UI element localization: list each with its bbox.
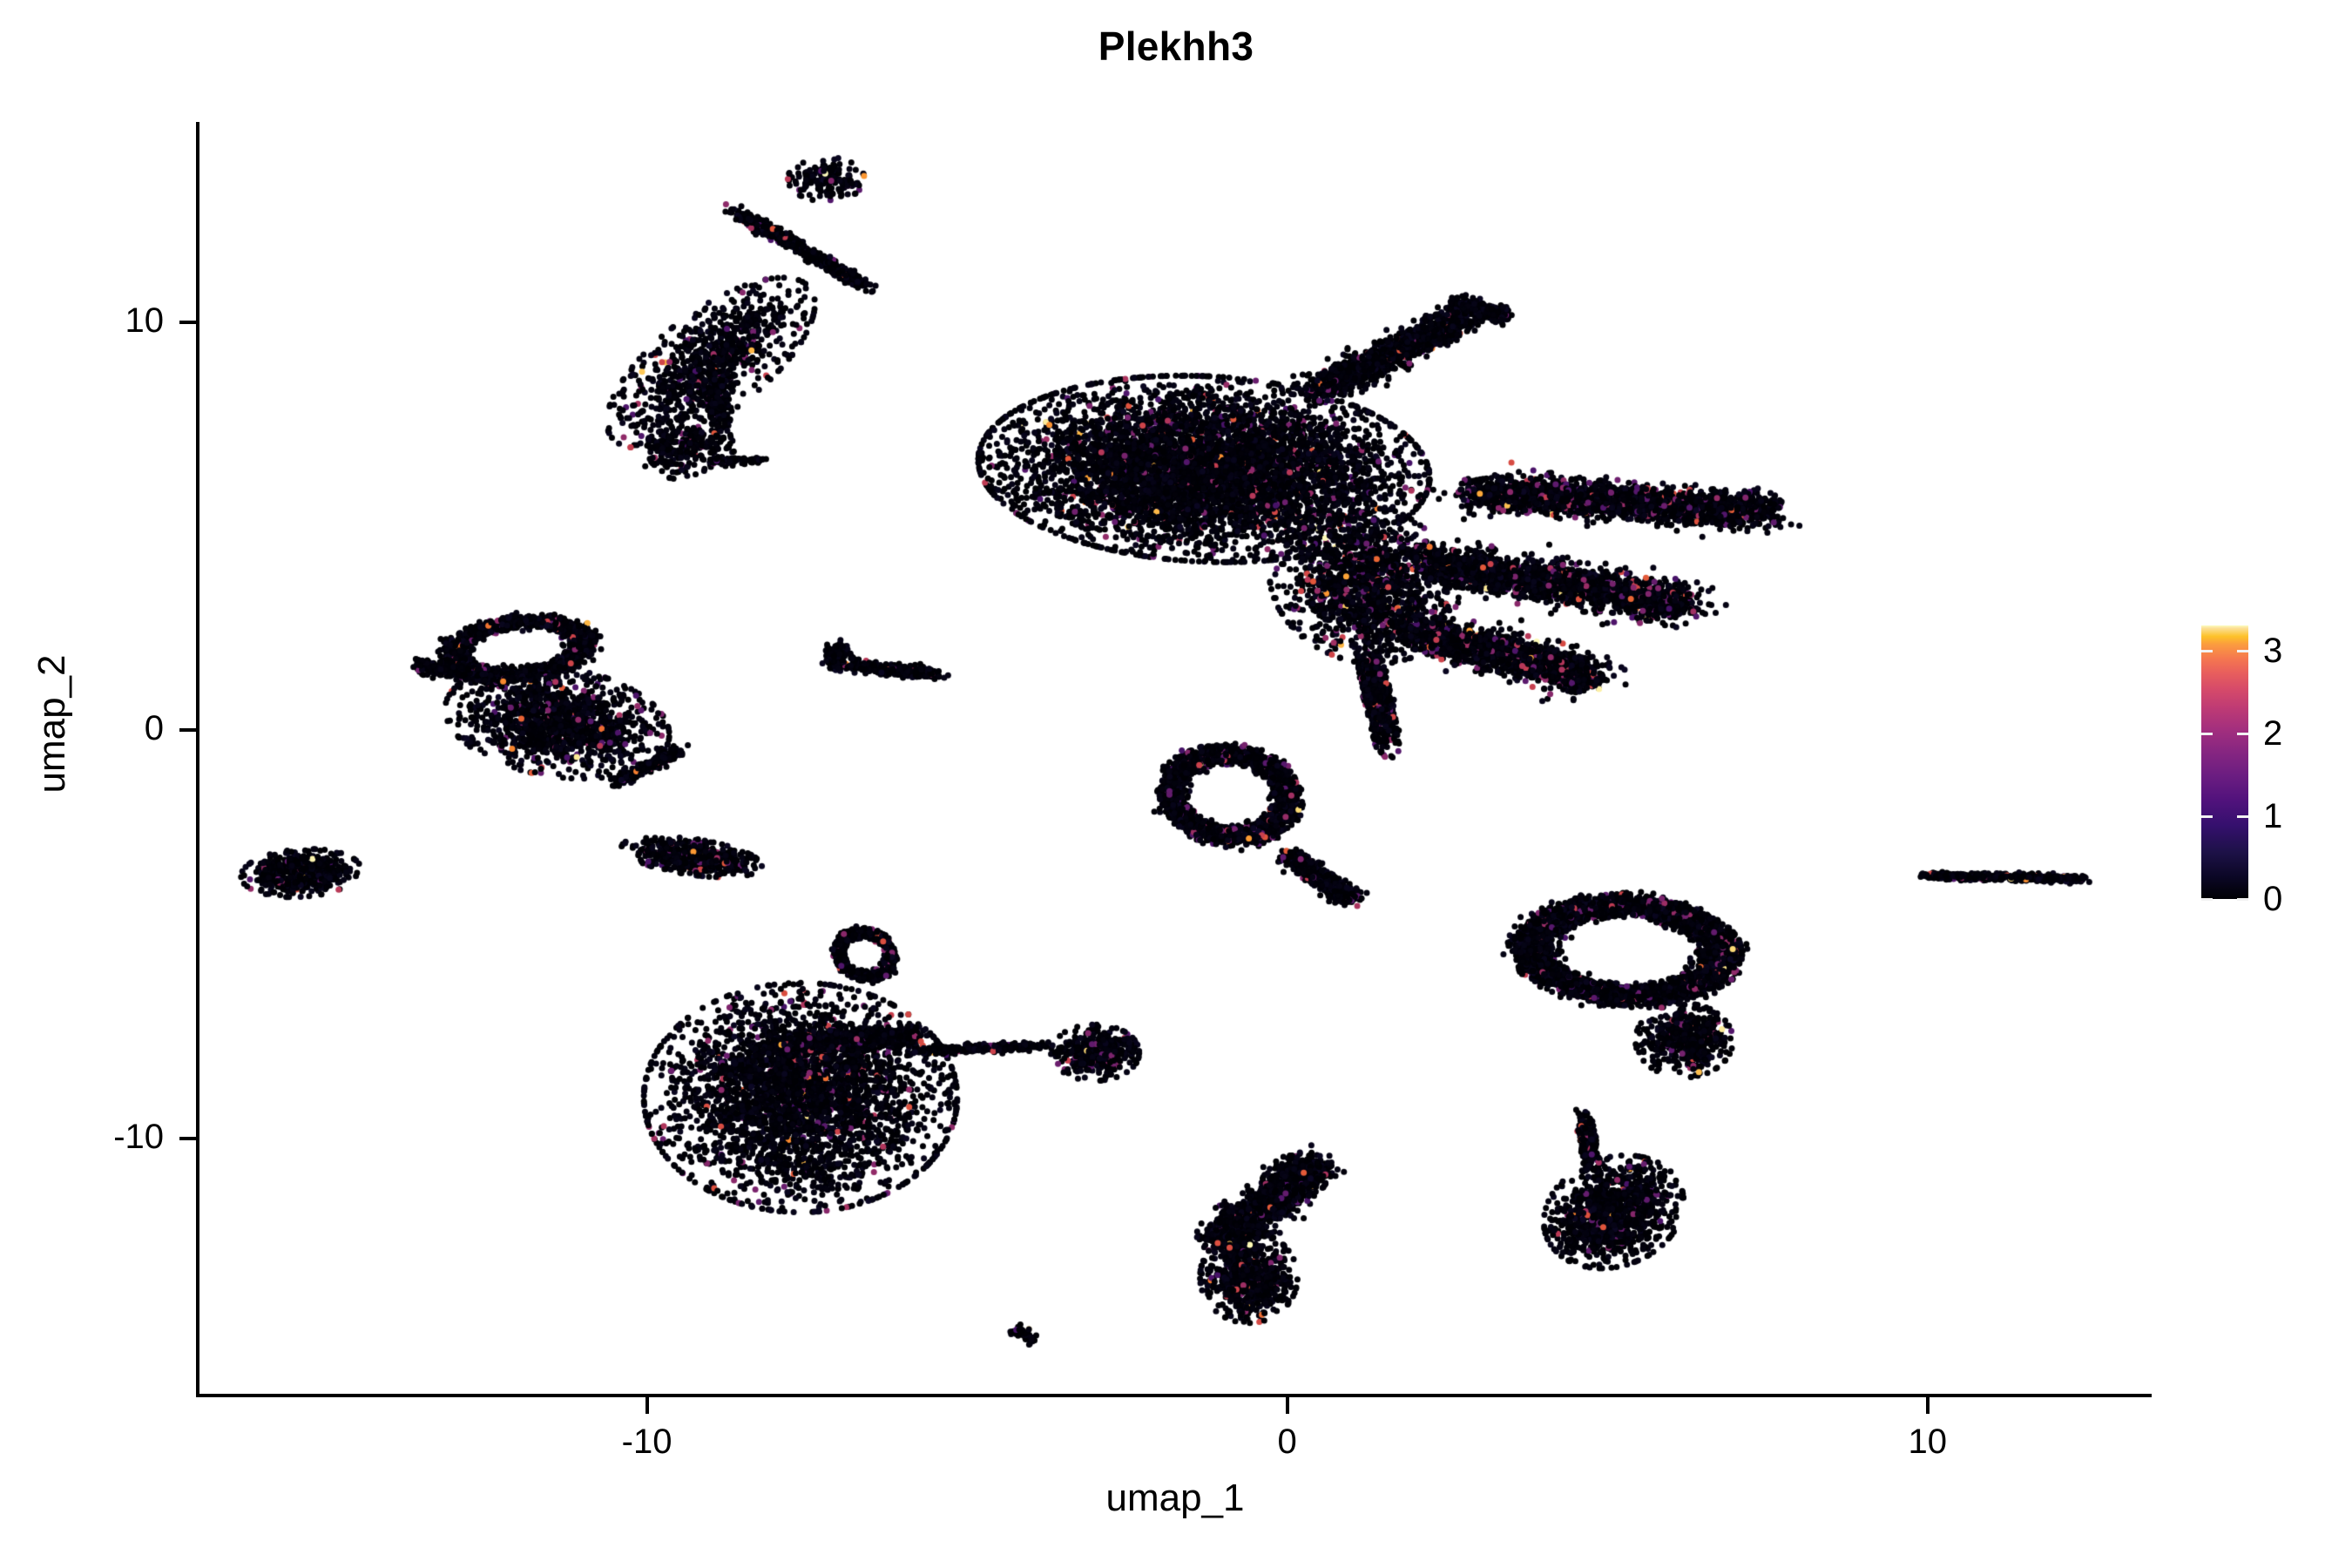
colorbar-tick-mark: [2201, 732, 2248, 735]
x-tick-label: -10: [621, 1423, 672, 1461]
colorbar-tick-label: 3: [2263, 631, 2283, 670]
x-tick-mark: [1925, 1397, 1930, 1414]
page-title: Plekhh3: [1098, 24, 1254, 69]
colorbar-tick-label: 1: [2263, 796, 2283, 835]
x-tick-mark: [1285, 1397, 1289, 1414]
y-tick-mark: [179, 728, 196, 733]
y-tick-mark: [179, 320, 196, 324]
colorbar-tick-label: 2: [2263, 713, 2283, 753]
x-axis-label: umap_1: [1105, 1477, 1245, 1519]
y-axis-label: umap_2: [30, 654, 73, 794]
y-tick-mark: [179, 1136, 196, 1140]
colorbar-tick-mark: [2201, 814, 2248, 818]
y-axis-line: [196, 122, 199, 1397]
x-tick-label: 10: [1908, 1423, 1947, 1461]
x-axis-line: [199, 1394, 2152, 1397]
y-tick-label: -10: [113, 1117, 164, 1156]
colorbar-legend: 3 2 1 0: [2195, 610, 2343, 923]
colorbar-tick-label: 0: [2263, 880, 2283, 918]
y-tick-label: 10: [125, 301, 165, 340]
colorbar-gradient: [2201, 625, 2248, 899]
x-tick-mark: [645, 1397, 649, 1414]
colorbar-tick-mark: [2201, 649, 2248, 652]
y-tick-label: 0: [144, 709, 164, 748]
x-tick-label: 0: [1277, 1423, 1297, 1461]
colorbar-tick-mark: [2201, 898, 2248, 901]
scatter-plot-canvas: [199, 122, 2152, 1396]
